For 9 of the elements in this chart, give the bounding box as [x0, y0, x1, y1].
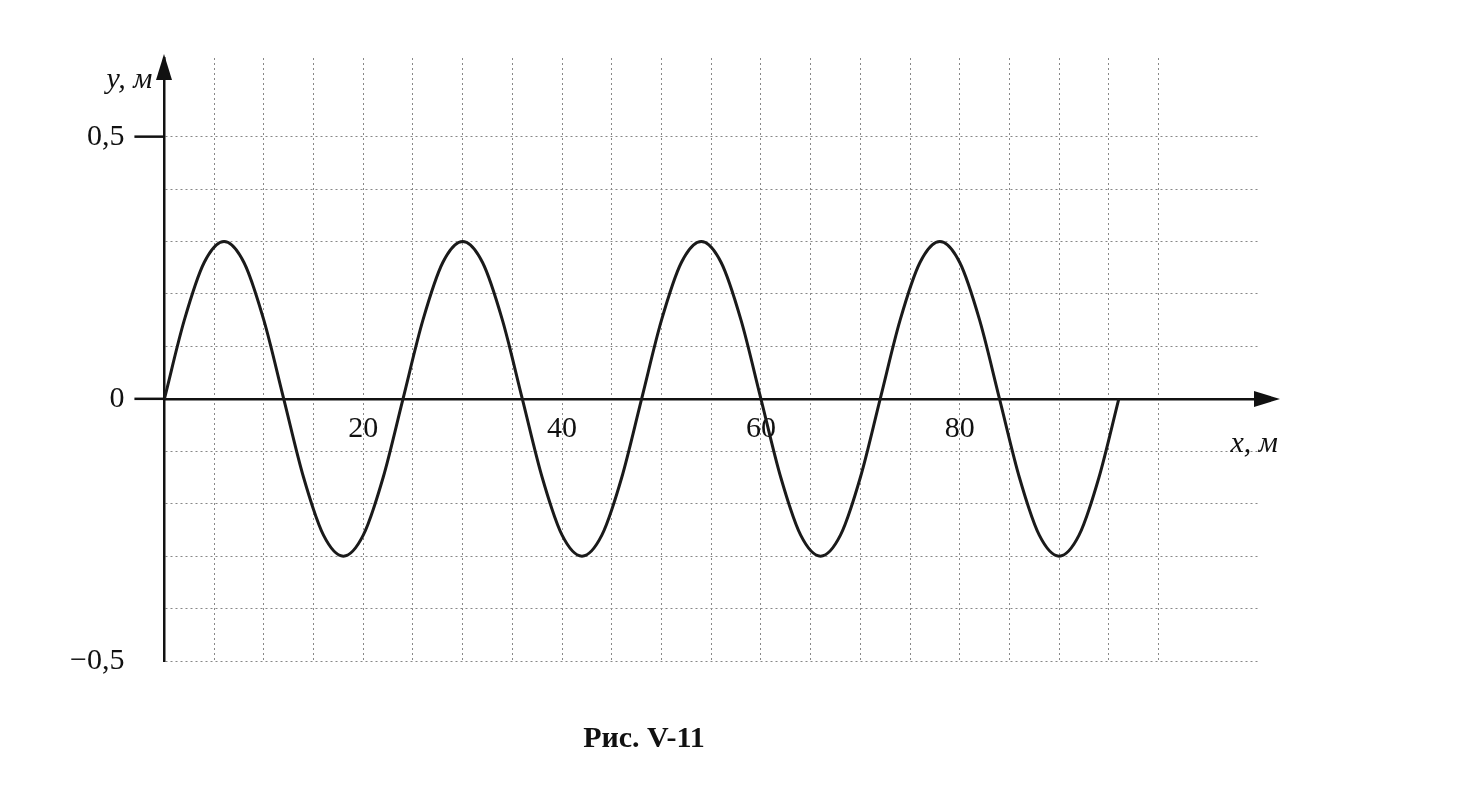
y-axis-title: y, м [103, 60, 153, 94]
x-axis-title: x, м [1229, 424, 1278, 458]
y-tick-label: 0,5 [86, 117, 125, 151]
x-tick-label: 20 [348, 409, 379, 443]
y-tick-label: 0 [109, 379, 125, 413]
y-tick-label: −0,5 [70, 641, 125, 675]
x-tick-label: 40 [547, 409, 578, 443]
text: Рис. V-11 [583, 719, 705, 753]
x-tick-label: 80 [944, 409, 975, 443]
